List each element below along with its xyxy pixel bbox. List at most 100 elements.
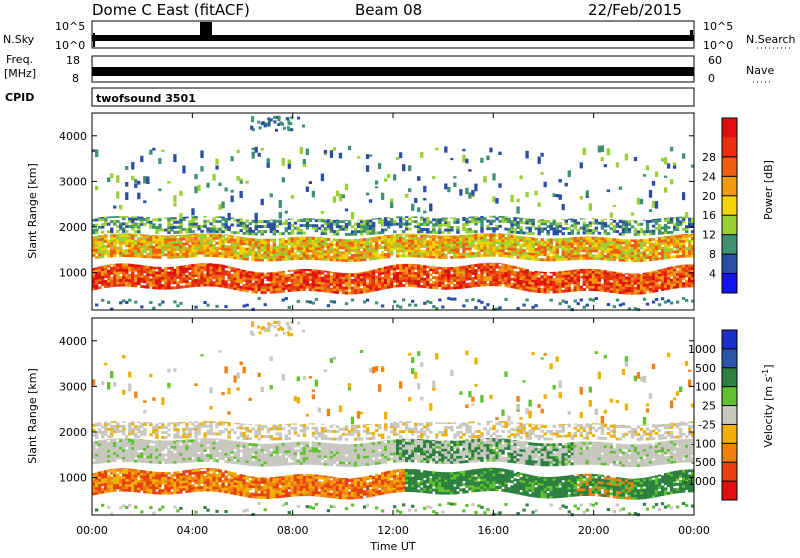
velocity-cell — [104, 422, 107, 424]
power-cell — [673, 255, 676, 258]
power-cell — [459, 276, 462, 279]
power-cell — [200, 233, 203, 234]
power-cell — [507, 240, 510, 243]
power-cell — [652, 238, 655, 241]
power-cell — [688, 269, 691, 272]
power-cell — [209, 239, 212, 242]
power-cell — [658, 257, 661, 260]
power-cell — [673, 166, 676, 169]
power-cell — [435, 248, 438, 251]
power-cell — [170, 246, 173, 249]
power-cell — [285, 284, 288, 287]
power-cell — [309, 273, 312, 276]
power-cell — [164, 218, 167, 219]
power-cell — [565, 255, 568, 258]
power-cell — [646, 248, 649, 251]
power-cell — [643, 286, 646, 289]
power-cell — [309, 254, 312, 257]
power-cell — [146, 235, 149, 236]
power-cell — [197, 247, 200, 250]
power-cell — [243, 276, 246, 279]
power-cell — [185, 250, 188, 253]
power-cell — [137, 252, 140, 255]
power-cell — [339, 246, 342, 249]
power-cell — [372, 279, 375, 282]
power-cell — [550, 276, 553, 279]
velocity-cell — [92, 446, 95, 449]
power-cell — [128, 254, 131, 257]
power-cell — [176, 226, 179, 229]
power-cell — [291, 289, 294, 292]
power-cell — [297, 229, 300, 232]
power-cell — [447, 231, 450, 234]
power-cell — [480, 217, 483, 220]
power-cell — [273, 220, 276, 223]
power-cell — [243, 257, 246, 260]
power-cell — [309, 237, 312, 240]
power-cell — [589, 276, 592, 279]
y-tick-label: 4000 — [59, 130, 87, 143]
power-cell — [444, 243, 447, 246]
power-cell — [110, 252, 113, 255]
power-cell — [652, 181, 655, 186]
power-cell — [339, 273, 342, 274]
power-cell — [402, 234, 405, 235]
power-cell — [140, 280, 143, 283]
power-cell — [568, 287, 571, 290]
power-cell — [646, 278, 649, 281]
power-cell — [357, 223, 360, 226]
power-cell — [264, 288, 267, 291]
power-cell — [661, 237, 664, 240]
power-cell — [670, 269, 673, 272]
power-cell — [480, 263, 483, 266]
power-cell — [270, 259, 273, 262]
power-cell — [170, 286, 173, 289]
power-cell — [565, 220, 568, 223]
power-cell — [258, 276, 261, 279]
power-cell — [297, 288, 300, 291]
power-cell — [302, 125, 305, 128]
power-cell — [625, 223, 628, 226]
power-cell — [507, 270, 510, 273]
power-cell — [432, 236, 435, 239]
velocity-cell — [119, 484, 122, 487]
power-cell — [652, 301, 655, 304]
power-cell — [574, 276, 577, 279]
power-cell — [399, 239, 402, 242]
power-cell — [513, 248, 516, 251]
power-cell — [444, 236, 447, 237]
power-cell — [239, 191, 242, 198]
power-cell — [372, 247, 375, 250]
power-cell — [459, 268, 462, 271]
power-cell — [348, 220, 351, 223]
power-cell — [537, 278, 540, 281]
power-cell — [580, 239, 583, 242]
power-cell — [414, 239, 417, 242]
power-cell — [492, 273, 495, 276]
power-cell — [348, 282, 351, 285]
power-cell — [486, 239, 489, 242]
power-cell — [432, 281, 435, 284]
power-cell — [369, 219, 372, 222]
power-cell — [655, 248, 658, 251]
power-cell — [291, 276, 294, 279]
power-cell — [303, 239, 306, 242]
power-cell — [206, 271, 209, 274]
power-cell — [646, 288, 649, 291]
power-cell — [655, 171, 658, 176]
power-cell — [258, 297, 261, 300]
power-cell — [507, 237, 510, 240]
power-cell — [405, 279, 408, 282]
power-cell — [137, 282, 140, 285]
power-cell — [456, 269, 459, 272]
power-cell — [616, 251, 619, 254]
power-cell — [92, 236, 95, 239]
power-cell — [643, 298, 646, 301]
power-cell — [176, 266, 179, 269]
power-cell — [128, 279, 131, 282]
power-cell — [116, 274, 119, 277]
power-cell — [399, 244, 402, 247]
power-cell — [589, 270, 592, 273]
power-cell — [366, 299, 369, 302]
power-cell — [411, 244, 414, 247]
